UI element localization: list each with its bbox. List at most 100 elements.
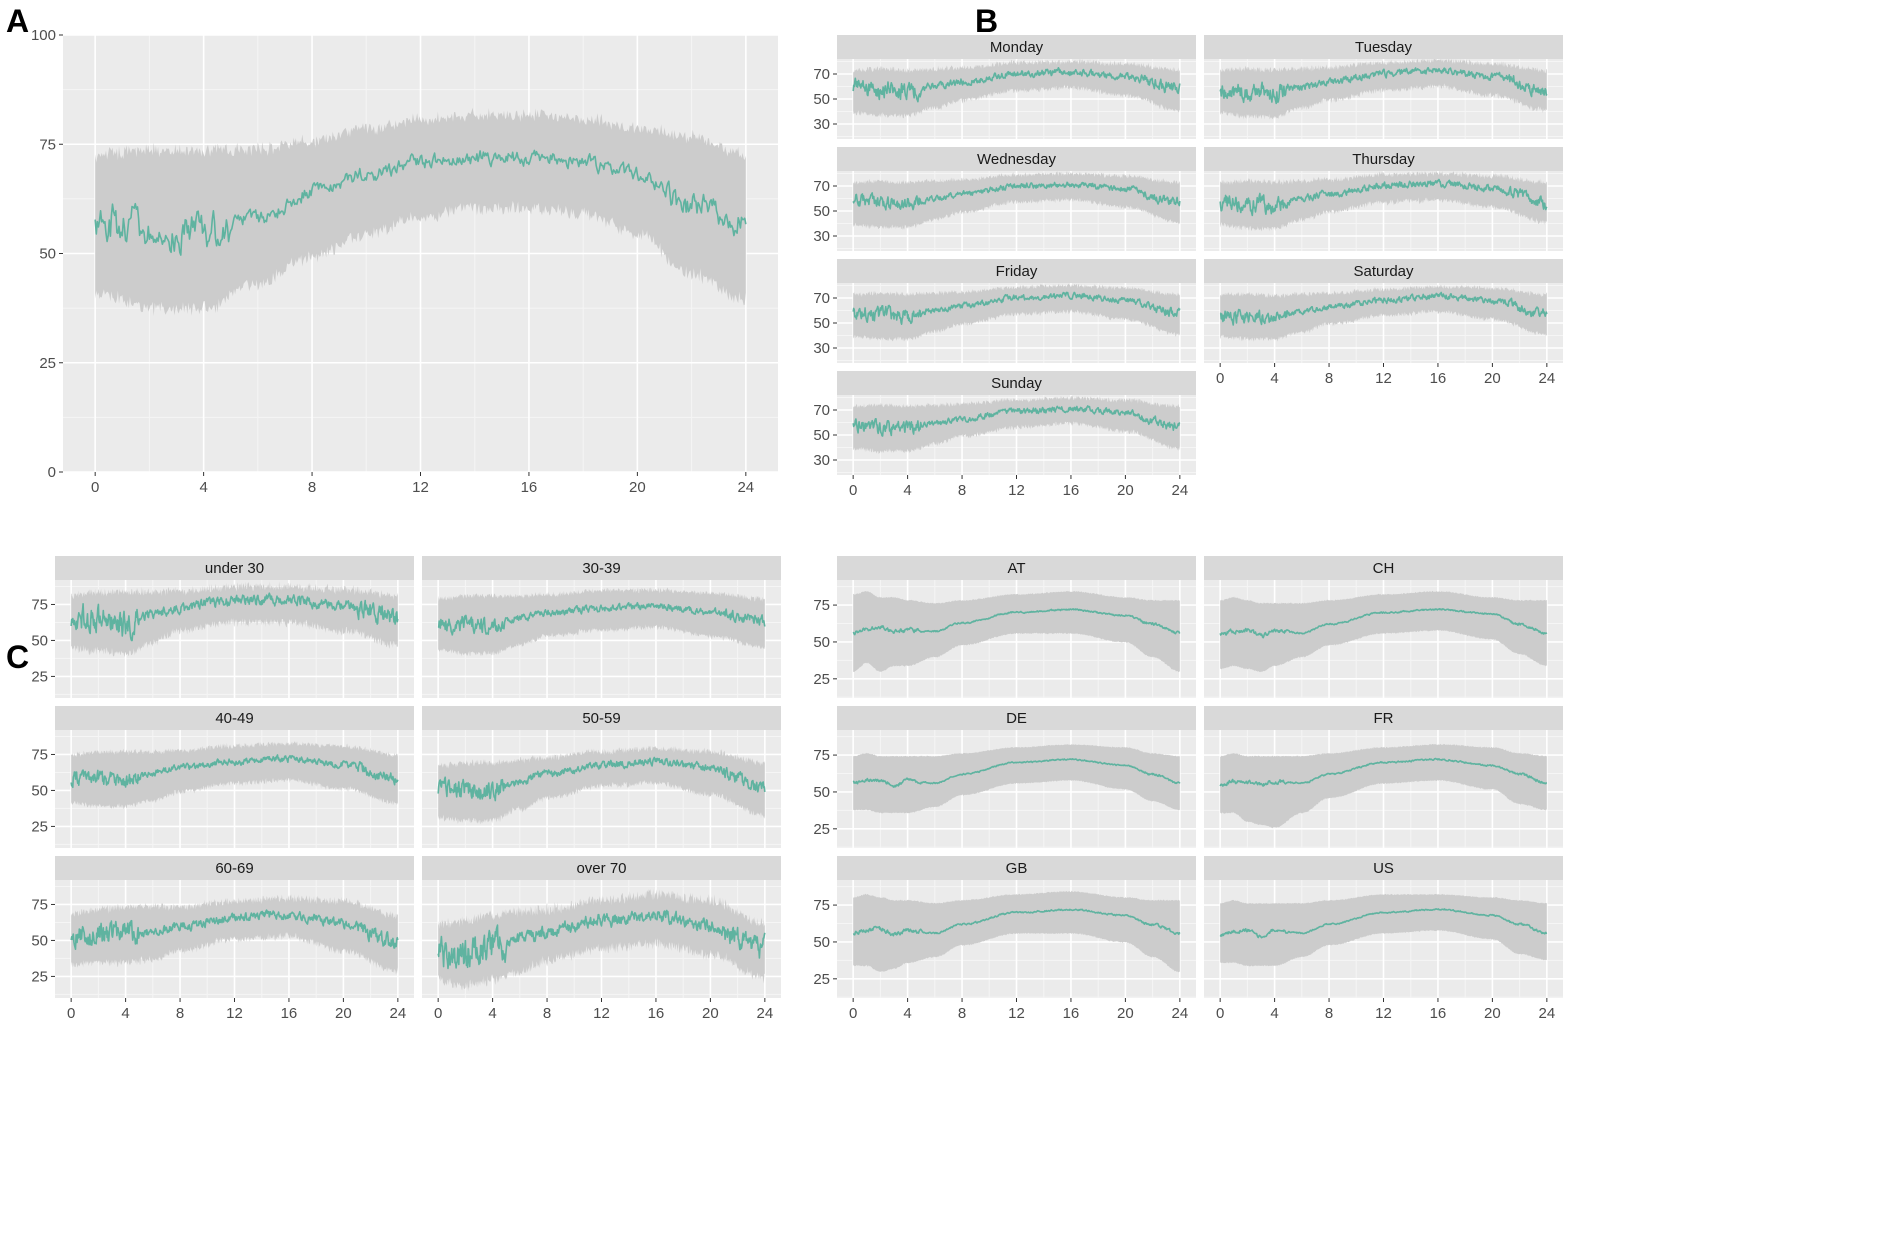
facet-strip-label: CH bbox=[1373, 560, 1395, 577]
x-tick-label: 20 bbox=[1484, 370, 1501, 387]
y-tick-label: 70 bbox=[813, 290, 830, 307]
mean-line bbox=[1219, 66, 1548, 105]
facet-strip bbox=[422, 556, 781, 580]
x-tick-label: 16 bbox=[521, 479, 538, 496]
x-tick-label: 20 bbox=[629, 479, 646, 496]
mean-line bbox=[70, 909, 399, 950]
y-tick-label: 75 bbox=[813, 747, 830, 764]
mean-line bbox=[852, 67, 1181, 103]
facet-strip bbox=[1204, 259, 1563, 283]
facet-strip-label: over 70 bbox=[576, 860, 626, 877]
y-tick-label: 70 bbox=[813, 178, 830, 195]
x-tick-label: 4 bbox=[121, 1005, 129, 1022]
x-tick-label: 16 bbox=[281, 1005, 298, 1022]
y-tick-label: 25 bbox=[31, 668, 48, 685]
confidence-band bbox=[1220, 743, 1547, 829]
x-tick-label: 0 bbox=[1216, 370, 1224, 387]
x-tick-label: 20 bbox=[1117, 482, 1134, 499]
facet-strip bbox=[837, 856, 1196, 880]
y-tick-label: 50 bbox=[813, 315, 830, 332]
confidence-band bbox=[438, 888, 765, 992]
x-tick-label: 16 bbox=[1063, 482, 1080, 499]
y-tick-label: 30 bbox=[813, 340, 830, 357]
y-tick-label: 50 bbox=[31, 932, 48, 949]
mean-line bbox=[437, 756, 766, 802]
y-tick-label: 30 bbox=[813, 452, 830, 469]
x-tick-label: 0 bbox=[849, 1005, 857, 1022]
x-tick-label: 8 bbox=[1325, 370, 1333, 387]
mean-line bbox=[852, 181, 1181, 211]
facet-panel: Saturday 0 4 8 12 16 20 24 bbox=[1204, 259, 1563, 387]
x-tick-label: 12 bbox=[1375, 370, 1392, 387]
facet-strip-label: FR bbox=[1374, 710, 1394, 727]
y-tick-label: 50 bbox=[813, 934, 830, 951]
mean-line bbox=[70, 754, 399, 789]
y-tick-label: 75 bbox=[31, 746, 48, 763]
x-tick-label: 16 bbox=[1063, 1005, 1080, 1022]
y-tick-label: 100 bbox=[31, 27, 56, 44]
x-tick-label: 16 bbox=[1430, 370, 1447, 387]
confidence-band bbox=[71, 741, 398, 810]
facet-strip bbox=[1204, 706, 1563, 730]
facet-panel: 30-39 bbox=[422, 556, 781, 698]
facet-panel: CH bbox=[1204, 556, 1563, 698]
mean-line bbox=[1219, 608, 1548, 639]
x-tick-label: 24 bbox=[1539, 1005, 1556, 1022]
mean-line bbox=[852, 405, 1181, 437]
facet-strip bbox=[837, 371, 1196, 395]
x-tick-label: 16 bbox=[648, 1005, 665, 1022]
x-tick-label: 4 bbox=[488, 1005, 496, 1022]
x-tick-label: 20 bbox=[1484, 1005, 1501, 1022]
mean-line bbox=[70, 592, 399, 642]
facet-strip-label: DE bbox=[1006, 710, 1027, 727]
x-tick-label: 0 bbox=[67, 1005, 75, 1022]
facet-strip bbox=[1204, 35, 1563, 59]
y-tick-label: 75 bbox=[813, 597, 830, 614]
facet-strip bbox=[422, 706, 781, 730]
facet-panel: Tuesday bbox=[1204, 35, 1563, 139]
x-tick-label: 12 bbox=[412, 479, 429, 496]
facet-strip bbox=[837, 556, 1196, 580]
confidence-band bbox=[1220, 284, 1547, 342]
facet-panel: over 70 0 4 8 12 16 20 24 bbox=[422, 856, 781, 1022]
x-tick-label: 4 bbox=[199, 479, 207, 496]
x-tick-label: 24 bbox=[1172, 1005, 1189, 1022]
y-tick-label: 50 bbox=[813, 91, 830, 108]
facet-panel: US 0 4 8 12 16 20 24 bbox=[1204, 856, 1563, 1022]
x-tick-label: 12 bbox=[226, 1005, 243, 1022]
x-tick-label: 24 bbox=[1172, 482, 1189, 499]
facet-strip-label: Friday bbox=[996, 263, 1038, 280]
mean-line bbox=[852, 608, 1181, 636]
x-tick-label: 0 bbox=[849, 482, 857, 499]
x-tick-label: 20 bbox=[702, 1005, 719, 1022]
facet-strip-label: US bbox=[1373, 860, 1394, 877]
chart-C: under 30 25 50 75 30-39 40-49 25 50 75 50-59 60-69… bbox=[31, 556, 781, 1022]
x-tick-label: 4 bbox=[1270, 1005, 1278, 1022]
mean-line bbox=[852, 908, 1181, 937]
facet-panel: under 30 25 50 75 bbox=[31, 556, 414, 698]
facet-panel: Friday 30 50 70 bbox=[813, 259, 1196, 363]
facet-panel: Monday 30 50 70 bbox=[813, 35, 1196, 139]
facet-strip bbox=[55, 706, 414, 730]
chart-A: 0 25 50 75 100 0 4 8 12 16 20 24 bbox=[31, 27, 778, 496]
x-tick-label: 8 bbox=[308, 479, 316, 496]
y-tick-label: 75 bbox=[31, 596, 48, 613]
facet-panel: 40-49 25 50 75 bbox=[31, 706, 414, 848]
facet-strip bbox=[422, 856, 781, 880]
facet-strip bbox=[55, 556, 414, 580]
mean-line bbox=[1219, 291, 1548, 326]
x-tick-label: 12 bbox=[593, 1005, 610, 1022]
x-tick-label: 8 bbox=[176, 1005, 184, 1022]
facet-strip-label: GB bbox=[1006, 860, 1028, 877]
x-tick-label: 4 bbox=[903, 482, 911, 499]
facet-panel: Wednesday 30 50 70 bbox=[813, 147, 1196, 251]
y-tick-label: 50 bbox=[813, 203, 830, 220]
facet-panel: DE 25 50 75 bbox=[813, 706, 1196, 848]
mean-line bbox=[437, 601, 766, 636]
mean-line bbox=[852, 758, 1181, 788]
facet-strip bbox=[55, 856, 414, 880]
confidence-band bbox=[71, 894, 398, 975]
facet-panel: AT 25 50 75 bbox=[813, 556, 1196, 698]
